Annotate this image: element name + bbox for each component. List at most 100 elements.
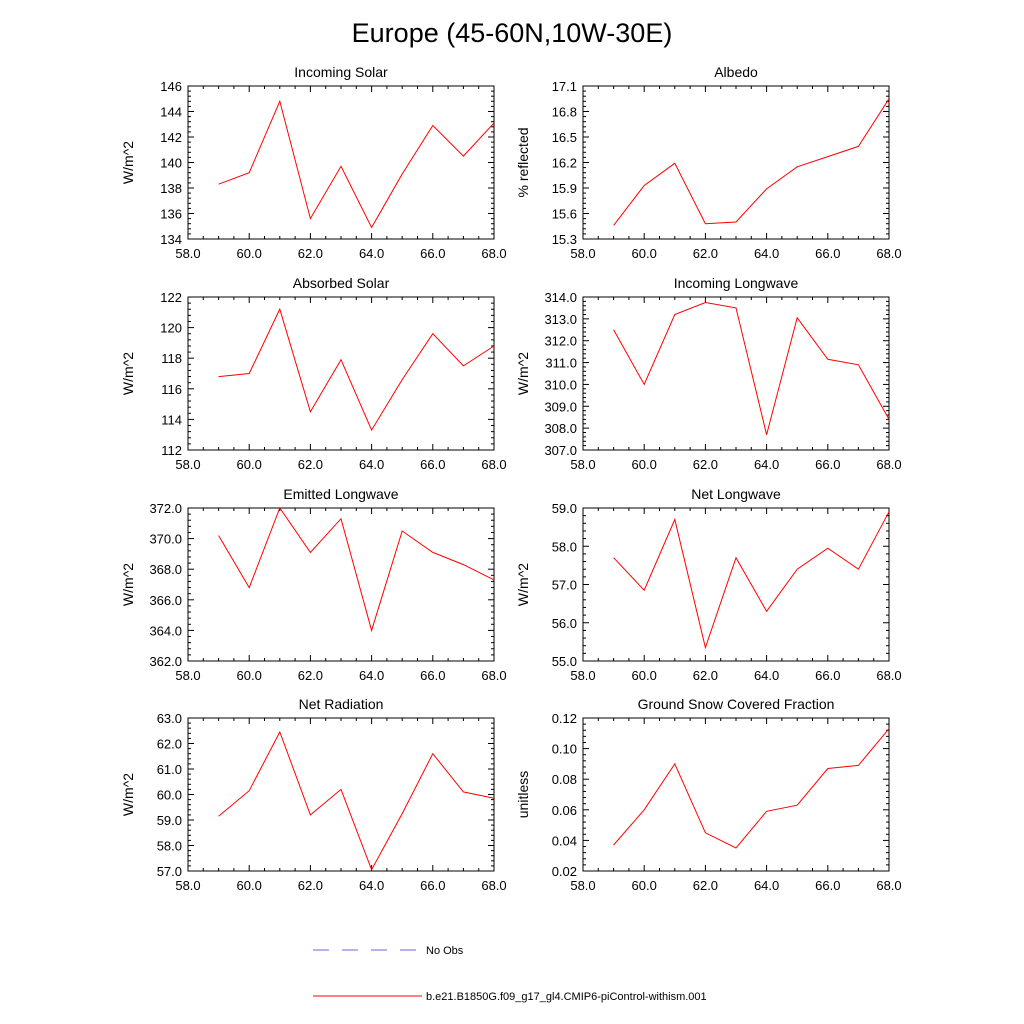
y-tick-label: 0.08 [552,772,577,787]
x-tick-label: 62.0 [693,457,718,472]
panel-title: Incoming Longwave [674,275,799,291]
x-tick-label: 68.0 [481,668,506,683]
panel-title: Net Radiation [299,696,384,712]
y-tick-label: 134 [160,232,182,247]
x-tick-label: 60.0 [237,878,262,893]
panel-title: Net Longwave [691,486,781,502]
series-line [613,728,890,849]
y-tick-label: 15.6 [552,207,577,222]
x-tick-label: 64.0 [754,668,779,683]
series-line [218,99,495,229]
y-tick-label: 61.0 [157,762,182,777]
chart-panel-0: Incoming Solar W/m^2 58.0 60.0 62.0 64.0 66.0 6… [120,64,507,261]
y-tick-label: 366.0 [149,593,182,608]
series-line [613,511,890,650]
y-tick-label: 368.0 [149,562,182,577]
y-tick-label: 55.0 [552,654,577,669]
chart-panel-4: Emitted Longwave W/m^2 58.0 60.0 62.0 64.0 66.… [120,486,507,683]
x-tick-label: 60.0 [632,246,657,261]
x-tick-label: 64.0 [359,878,384,893]
x-tick-label: 64.0 [754,457,779,472]
x-tick-label: 58.0 [175,246,200,261]
x-tick-label: 58.0 [175,878,200,893]
x-tick-label: 62.0 [298,246,323,261]
series-line [613,301,890,435]
x-tick-label: 60.0 [237,668,262,683]
x-tick-label: 68.0 [481,246,506,261]
plot-frame [582,507,890,662]
y-tick-label: 0.10 [552,742,577,757]
y-tick-label: 0.04 [552,833,577,848]
panels: Incoming Solar W/m^2 58.0 60.0 62.0 64.0 66.0 6… [120,64,902,893]
y-tick-label: 59.0 [552,501,577,516]
x-tick-label: 66.0 [420,878,445,893]
chart-panel-6: Net Radiation W/m^2 58.0 60.0 62.0 64.0 66.0 68… [120,696,507,893]
y-tick-label: 307.0 [544,443,577,458]
x-tick-label: 62.0 [298,878,323,893]
y-tick-label: 311.0 [545,356,577,371]
y-axis-label: W/m^2 [120,352,136,395]
y-tick-label: 15.3 [552,232,577,247]
plot-frame [582,296,890,451]
x-tick-label: 58.0 [175,668,200,683]
x-tick-label: 64.0 [359,668,384,683]
legend: No Obs b.e21.B1850G.f09_g17_gl4.CMIP6-pi… [313,945,707,1003]
y-tick-label: 370.0 [149,532,182,547]
y-tick-label: 0.12 [552,711,577,726]
x-tick-label: 68.0 [876,878,901,893]
plot-frame [187,296,495,451]
series-line [218,730,495,871]
y-tick-label: 114 [161,412,182,427]
x-tick-label: 64.0 [754,878,779,893]
x-tick-label: 66.0 [815,457,840,472]
plot-frame [187,507,495,662]
legend-model-label: b.e21.B1850G.f09_g17_gl4.CMIP6-piControl… [426,991,707,1003]
y-tick-label: 364.0 [149,623,182,638]
x-tick-label: 68.0 [876,668,901,683]
series-line [613,98,890,226]
x-tick-label: 60.0 [237,246,262,261]
y-tick-label: 309.0 [544,399,577,414]
x-tick-label: 62.0 [298,668,323,683]
x-tick-label: 68.0 [481,878,506,893]
x-tick-label: 66.0 [420,246,445,261]
y-tick-label: 138 [160,181,182,196]
chart-panel-5: Net Longwave W/m^2 58.0 60.0 62.0 64.0 66.0 68.… [515,486,902,683]
x-tick-label: 62.0 [693,668,718,683]
x-tick-label: 60.0 [632,457,657,472]
y-tick-label: 0.06 [552,803,577,818]
series-line [218,506,495,633]
panel-title: Ground Snow Covered Fraction [638,696,835,712]
y-tick-label: 0.02 [552,864,577,879]
x-tick-label: 60.0 [632,878,657,893]
chart-panel-2: Absorbed Solar W/m^2 58.0 60.0 62.0 64.0 66.0 6… [120,275,507,472]
x-tick-label: 66.0 [815,246,840,261]
y-tick-label: 16.8 [552,105,577,120]
panel-title: Emitted Longwave [283,486,398,502]
panel-title: Absorbed Solar [293,275,390,291]
y-tick-label: 120 [160,321,182,336]
y-tick-label: 362.0 [149,654,182,669]
y-axis-label: unitless [515,771,531,818]
y-axis-label: W/m^2 [515,352,531,395]
chart-panel-7: Ground Snow Covered Fraction unitless 58.0… [515,696,902,893]
y-tick-label: 17.1 [552,79,577,94]
x-tick-label: 60.0 [632,668,657,683]
panel-title: Incoming Solar [294,64,388,80]
y-axis-label: W/m^2 [515,563,531,606]
y-tick-label: 112 [161,443,182,458]
x-tick-label: 64.0 [359,457,384,472]
x-tick-label: 58.0 [570,878,595,893]
y-tick-label: 312.0 [544,334,577,349]
x-tick-label: 58.0 [570,668,595,683]
x-tick-label: 62.0 [693,878,718,893]
y-tick-label: 142 [160,130,182,145]
y-tick-label: 63.0 [157,711,182,726]
x-tick-label: 62.0 [693,246,718,261]
y-tick-label: 140 [160,156,182,171]
x-tick-label: 62.0 [298,457,323,472]
x-tick-label: 60.0 [237,457,262,472]
x-tick-label: 64.0 [754,246,779,261]
plot-frame [187,717,495,872]
